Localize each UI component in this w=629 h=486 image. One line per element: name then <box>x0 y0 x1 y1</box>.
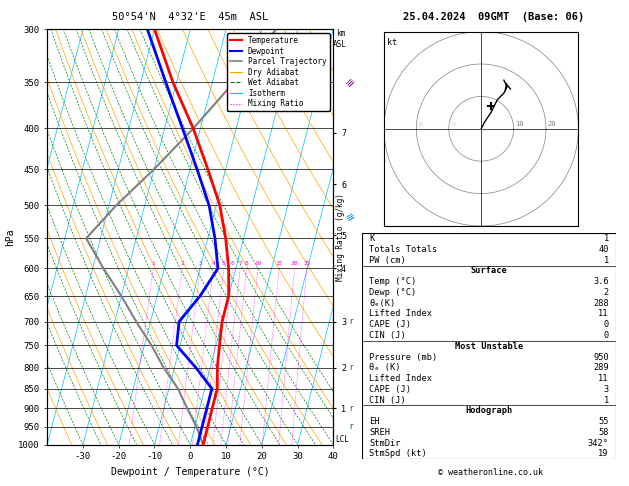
Text: km
ASL: km ASL <box>333 29 347 49</box>
Text: LCL: LCL <box>335 434 349 444</box>
Text: 25.04.2024  09GMT  (Base: 06): 25.04.2024 09GMT (Base: 06) <box>403 12 584 22</box>
Text: 2: 2 <box>181 261 184 266</box>
Text: ≡: ≡ <box>344 75 358 89</box>
Text: Temp (°C): Temp (°C) <box>369 277 416 286</box>
Text: θₑ (K): θₑ (K) <box>369 364 401 372</box>
Text: Totals Totals: Totals Totals <box>369 245 438 254</box>
Text: 20: 20 <box>418 122 425 127</box>
Text: 3: 3 <box>604 385 609 394</box>
Text: 289: 289 <box>593 364 609 372</box>
Text: StmDir: StmDir <box>369 439 401 448</box>
Text: 20: 20 <box>291 261 298 266</box>
Text: Lifted Index: Lifted Index <box>369 310 432 318</box>
Text: 20: 20 <box>548 121 556 127</box>
Text: 3.6: 3.6 <box>593 277 609 286</box>
Text: Pressure (mb): Pressure (mb) <box>369 352 438 362</box>
Text: 1: 1 <box>604 396 609 404</box>
Text: 3: 3 <box>198 261 202 266</box>
Text: 5: 5 <box>222 261 226 266</box>
Text: 25: 25 <box>303 261 311 266</box>
Text: Mixing Ratio (g/kg): Mixing Ratio (g/kg) <box>336 193 345 281</box>
Text: 15: 15 <box>276 261 283 266</box>
Text: 1: 1 <box>152 261 155 266</box>
Text: 950: 950 <box>593 352 609 362</box>
Text: 1: 1 <box>604 234 609 243</box>
Text: Most Unstable: Most Unstable <box>455 342 523 351</box>
Text: SREH: SREH <box>369 428 391 437</box>
Text: r: r <box>349 363 353 372</box>
Text: Surface: Surface <box>470 266 508 276</box>
Text: 10: 10 <box>515 121 524 127</box>
Text: kt: kt <box>387 38 398 47</box>
Text: Dewp (°C): Dewp (°C) <box>369 288 416 297</box>
Text: CIN (J): CIN (J) <box>369 396 406 404</box>
Legend: Temperature, Dewpoint, Parcel Trajectory, Dry Adiabat, Wet Adiabat, Isotherm, Mi: Temperature, Dewpoint, Parcel Trajectory… <box>227 33 330 111</box>
Text: r: r <box>349 404 353 413</box>
Text: 8: 8 <box>245 261 248 266</box>
Text: Hodograph: Hodograph <box>465 406 513 416</box>
Text: 288: 288 <box>593 299 609 308</box>
Text: 11: 11 <box>598 310 609 318</box>
Text: PW (cm): PW (cm) <box>369 256 406 265</box>
Text: r: r <box>349 422 353 432</box>
Text: ≡: ≡ <box>345 211 357 224</box>
Text: CAPE (J): CAPE (J) <box>369 385 411 394</box>
Y-axis label: hPa: hPa <box>5 228 15 246</box>
Text: 10: 10 <box>254 261 262 266</box>
Text: StmSpd (kt): StmSpd (kt) <box>369 450 427 458</box>
Text: 7: 7 <box>238 261 242 266</box>
Text: 4: 4 <box>211 261 215 266</box>
Text: 11: 11 <box>598 374 609 383</box>
Text: 50°54'N  4°32'E  45m  ASL: 50°54'N 4°32'E 45m ASL <box>112 12 269 22</box>
Text: CAPE (J): CAPE (J) <box>369 320 411 329</box>
Text: © weatheronline.co.uk: © weatheronline.co.uk <box>438 468 543 477</box>
Text: 55: 55 <box>598 417 609 426</box>
Text: 2: 2 <box>604 288 609 297</box>
Text: CIN (J): CIN (J) <box>369 331 406 340</box>
Text: 6: 6 <box>231 261 235 266</box>
Text: 0: 0 <box>604 320 609 329</box>
Text: 58: 58 <box>598 428 609 437</box>
Text: K: K <box>369 234 374 243</box>
Text: θₑ(K): θₑ(K) <box>369 299 396 308</box>
Text: 10: 10 <box>450 122 457 127</box>
Text: 1: 1 <box>604 256 609 265</box>
X-axis label: Dewpoint / Temperature (°C): Dewpoint / Temperature (°C) <box>111 467 270 477</box>
Text: 19: 19 <box>598 450 609 458</box>
Text: EH: EH <box>369 417 380 426</box>
Text: 40: 40 <box>598 245 609 254</box>
Text: 342°: 342° <box>587 439 609 448</box>
Text: r: r <box>349 317 353 326</box>
Text: 0: 0 <box>604 331 609 340</box>
Text: Lifted Index: Lifted Index <box>369 374 432 383</box>
